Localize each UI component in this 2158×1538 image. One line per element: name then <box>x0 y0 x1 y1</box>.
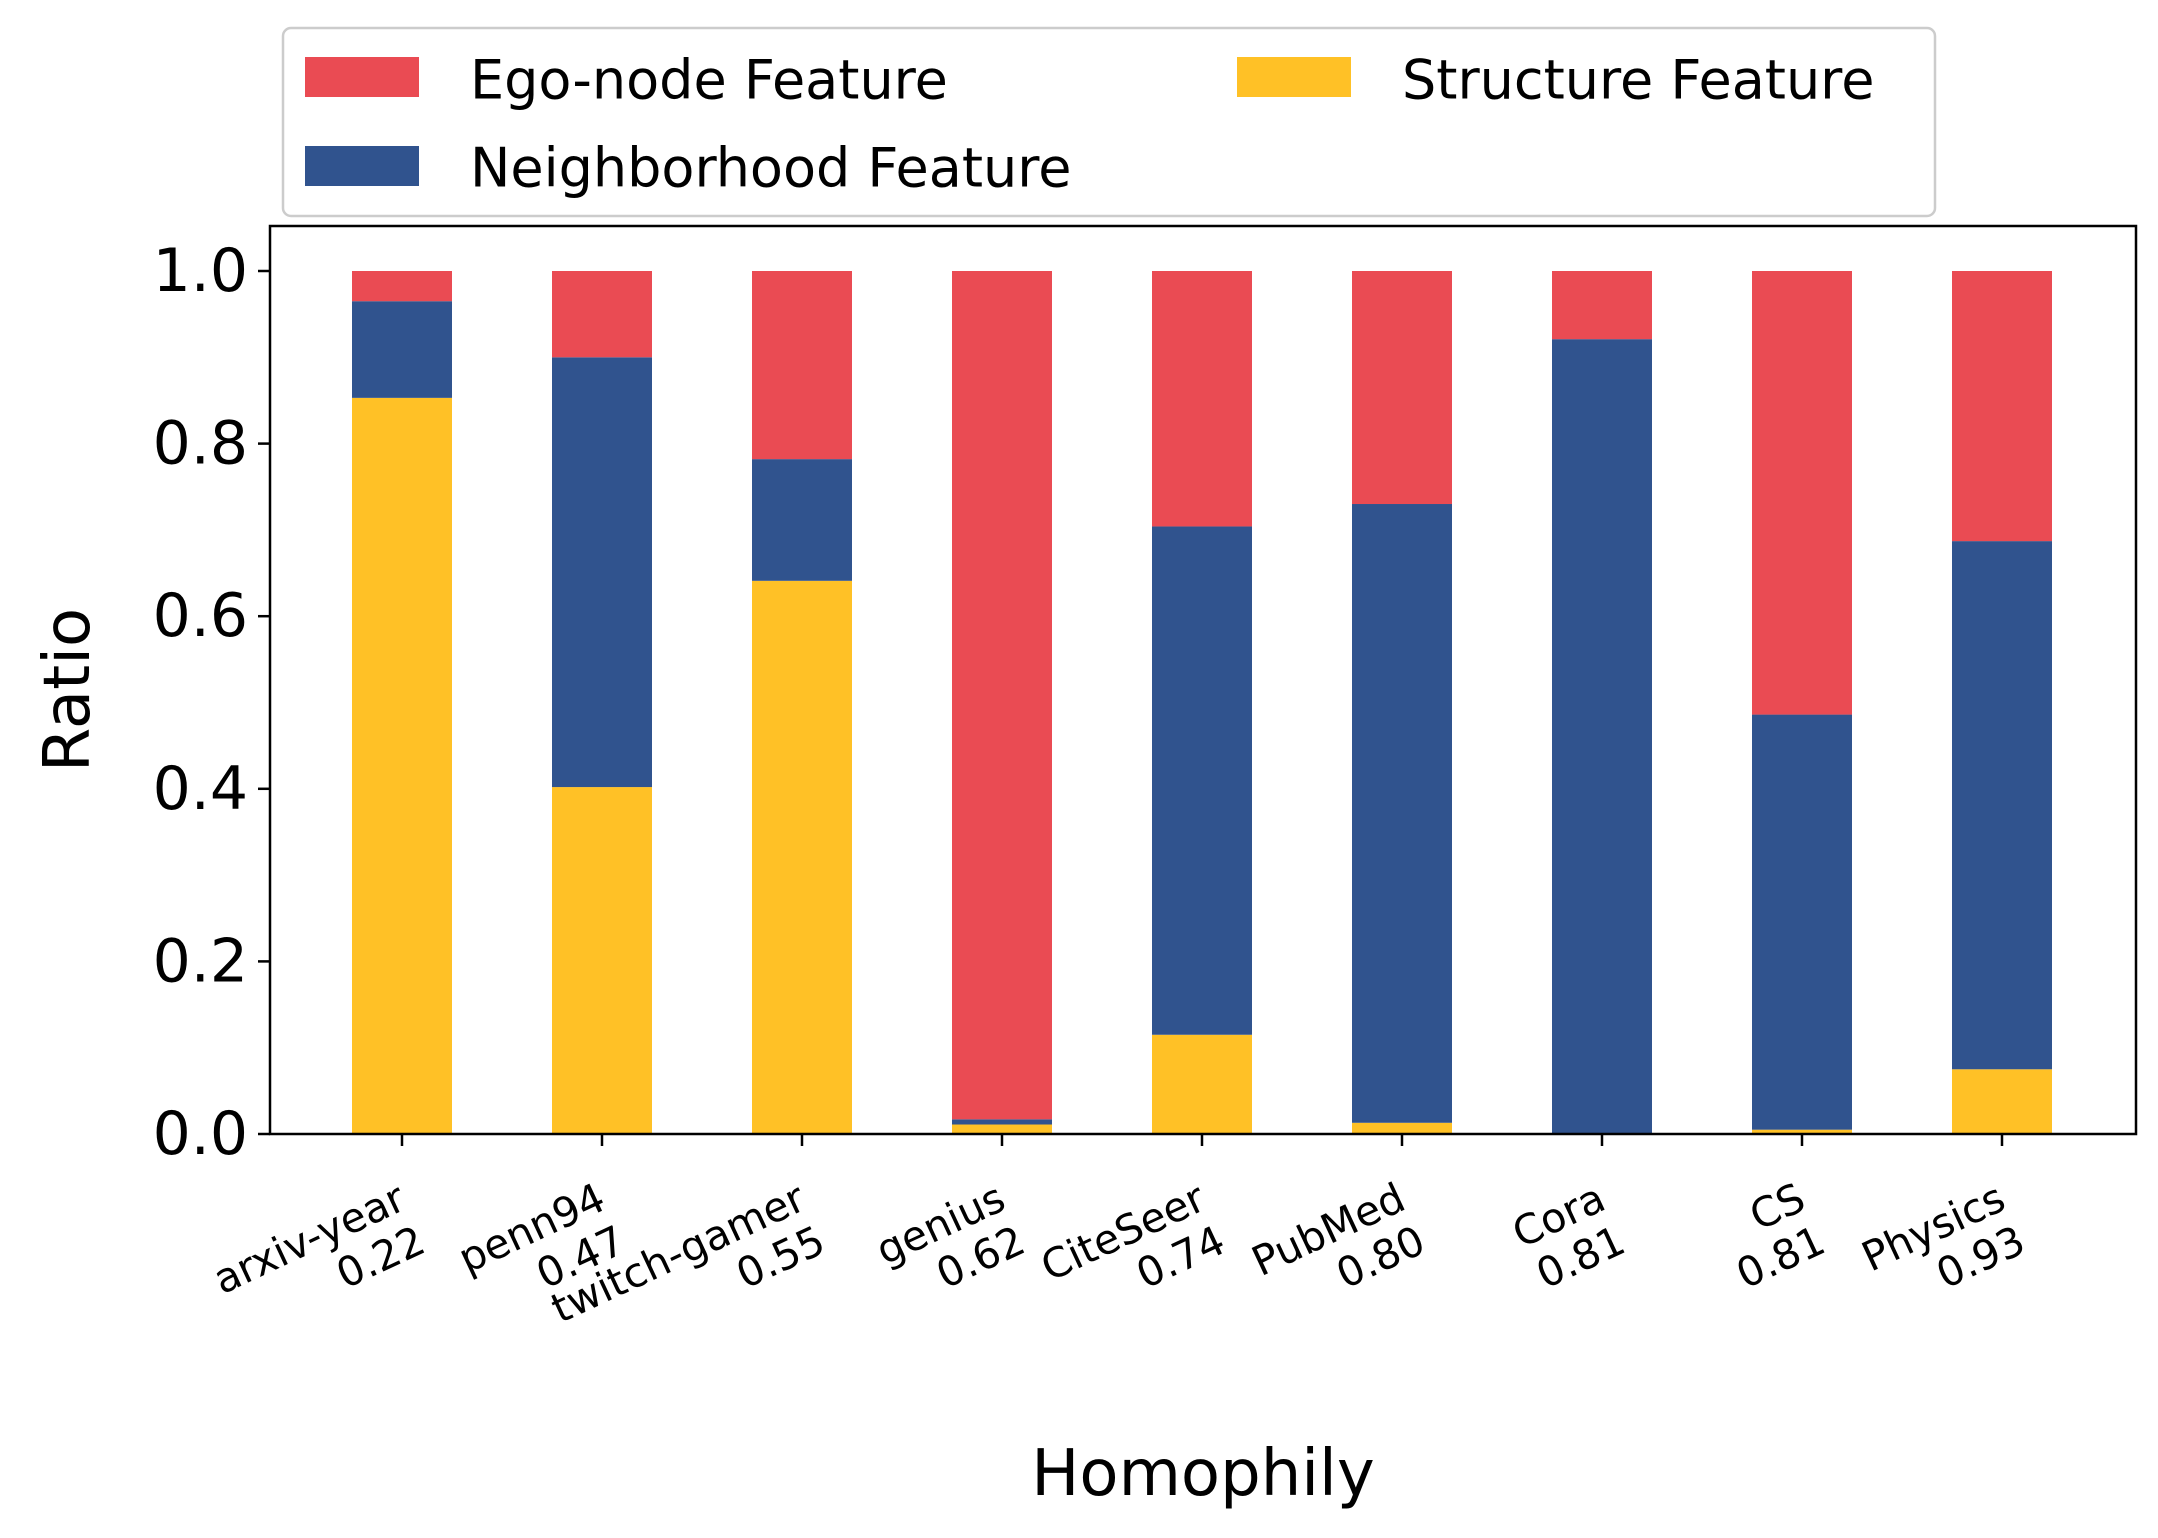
bar-segment-CiteSeer-structure-feature <box>1152 1034 1252 1134</box>
x-tick-label: Cora0.81 <box>1505 1174 1632 1301</box>
legend-swatch-ego-node-feature <box>305 57 419 97</box>
bar-segment-PubMed-structure-feature <box>1352 1122 1452 1134</box>
legend-label-structure-feature: Structure Feature <box>1402 49 1874 112</box>
bar-segment-CS-structure-feature <box>1752 1129 1852 1134</box>
bar-segment-arxiv-year-ego-node-feature <box>352 271 452 302</box>
x-tick-label: PubMed0.80 <box>1245 1174 1433 1329</box>
bar-segment-Cora-neighborhood-feature <box>1552 339 1652 1134</box>
legend-swatch-neighborhood-feature <box>305 146 419 186</box>
x-axis-title: Homophily <box>1031 1437 1374 1511</box>
x-tick-label: arxiv-year0.22 <box>206 1174 432 1347</box>
bar-segment-CiteSeer-neighborhood-feature <box>1152 526 1252 1035</box>
bar-segment-CS-neighborhood-feature <box>1752 714 1852 1130</box>
bar-segment-penn94-neighborhood-feature <box>552 357 652 788</box>
bar-segment-arxiv-year-structure-feature <box>352 397 452 1135</box>
x-tick-label: Physics0.93 <box>1855 1174 2033 1324</box>
bar-segment-Cora-ego-node-feature <box>1552 271 1652 340</box>
legend-swatch-structure-feature <box>1237 57 1351 97</box>
y-axis-title: Ratio <box>31 608 105 772</box>
bar-segment-genius-structure-feature <box>952 1124 1052 1134</box>
bar-segment-penn94-ego-node-feature <box>552 271 652 358</box>
legend-label-ego-node-feature: Ego-node Feature <box>470 49 948 112</box>
bar-segment-genius-ego-node-feature <box>952 271 1052 1120</box>
bar-segment-arxiv-year-neighborhood-feature <box>352 301 452 398</box>
x-tick-label: genius0.62 <box>869 1174 1032 1318</box>
y-tick-label: 0.8 <box>153 409 248 479</box>
y-tick-label: 0.6 <box>153 581 248 651</box>
bar-segment-Physics-structure-feature <box>1952 1069 2052 1134</box>
bar-segment-PubMed-neighborhood-feature <box>1352 504 1452 1123</box>
bar-segment-penn94-structure-feature <box>552 787 652 1134</box>
x-tick-label: CS0.81 <box>1709 1174 1832 1299</box>
bar-segment-Physics-neighborhood-feature <box>1952 541 2052 1070</box>
bar-segment-twitch-gamer-ego-node-feature <box>752 271 852 460</box>
bar-segment-twitch-gamer-neighborhood-feature <box>752 459 852 581</box>
bar-segment-CS-ego-node-feature <box>1752 271 1852 715</box>
legend-box <box>281 26 1937 218</box>
y-tick-label: 1.0 <box>153 236 248 306</box>
y-tick-label: 0.0 <box>153 1099 248 1169</box>
bar-segment-genius-neighborhood-feature <box>952 1119 1052 1125</box>
bar-segment-CiteSeer-ego-node-feature <box>1152 271 1252 527</box>
y-tick-label: 0.2 <box>153 926 248 996</box>
bar-segment-PubMed-ego-node-feature <box>1352 271 1452 505</box>
legend-label-neighborhood-feature: Neighborhood Feature <box>470 137 1072 200</box>
bar-segment-Physics-ego-node-feature <box>1952 271 2052 542</box>
x-tick-label: CiteSeer0.74 <box>1034 1174 1233 1334</box>
y-tick-label: 0.4 <box>153 754 248 824</box>
bar-segment-twitch-gamer-structure-feature <box>752 580 852 1134</box>
